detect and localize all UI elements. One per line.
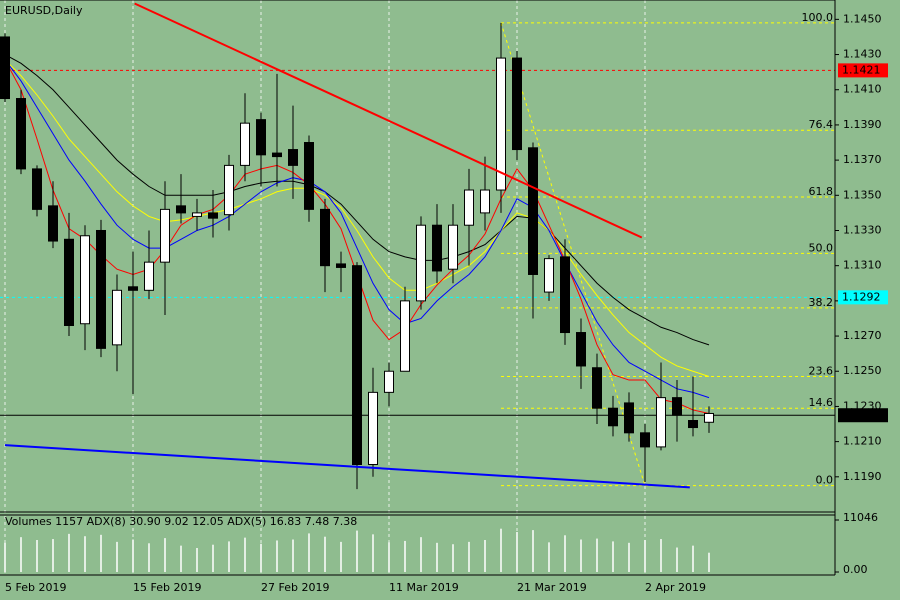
candle-body: [544, 258, 554, 293]
candle-body: [256, 119, 266, 156]
candle-body: [384, 370, 394, 393]
candle-body: [576, 332, 586, 367]
price-level-label: 1.1421: [842, 63, 881, 76]
candle-body: [96, 229, 106, 349]
x-tick-label: 21 Mar 2019: [517, 581, 587, 594]
candle-body: [416, 224, 426, 302]
moving-average: [4, 59, 710, 399]
candle-body: [112, 289, 122, 346]
x-tick-label: 15 Feb 2019: [133, 581, 201, 594]
y-tick-label: 1.1330: [843, 223, 882, 236]
candle-body: [32, 168, 42, 210]
candle-body: [608, 407, 618, 427]
volume-panel-label: Volumes 1157 ADX(8) 30.90 9.02 12.05 ADX…: [5, 515, 357, 528]
candle-body: [640, 432, 650, 448]
candle-body: [448, 224, 458, 270]
candle-body: [80, 235, 90, 325]
fib-label: 100.0: [802, 11, 834, 24]
candle-body: [192, 212, 202, 217]
candle-body: [240, 122, 250, 166]
y-tick-label: 1.1210: [843, 435, 882, 448]
x-tick-label: 2 Apr 2019: [645, 581, 706, 594]
candle-body: [48, 205, 58, 242]
fib-label: 50.0: [809, 241, 834, 254]
candle-body: [288, 149, 298, 166]
y2-tick-label: 11046: [843, 511, 878, 524]
y-tick-label: 1.1410: [843, 83, 882, 96]
candle-body: [512, 57, 522, 151]
candle-body: [624, 402, 634, 434]
candle-body: [320, 208, 330, 267]
x-tick-label: 27 Feb 2019: [261, 581, 329, 594]
price-level-label: 1.1292: [842, 290, 881, 303]
price-level-label: 1.1225: [842, 408, 881, 421]
candle-body: [160, 208, 170, 263]
y-tick-label: 1.1390: [843, 118, 882, 131]
candle-body: [400, 300, 410, 372]
candle-body: [352, 265, 362, 465]
candle-body: [64, 238, 74, 326]
candle-body: [16, 98, 26, 170]
y-tick-label: 1.1310: [843, 259, 882, 272]
candle-body: [128, 286, 138, 291]
y-tick-label: 1.1350: [843, 188, 882, 201]
candle-body: [368, 391, 378, 465]
candle-body: [0, 36, 10, 100]
candle-body: [272, 152, 282, 158]
candle-body: [224, 164, 234, 216]
candle-body: [432, 224, 442, 272]
price-level-box: [838, 290, 888, 305]
y-tick-label: 1.1450: [843, 12, 882, 25]
candle-body: [592, 367, 602, 409]
candle-body: [704, 412, 714, 423]
candle-body: [688, 420, 698, 429]
fib-label: 61.8: [809, 185, 834, 198]
fib-label: 76.4: [809, 118, 834, 131]
fib-label: 14.6: [809, 396, 834, 409]
fib-diagonal: [500, 22, 646, 486]
price-level-box: [838, 408, 888, 423]
x-tick-label: 11 Mar 2019: [389, 581, 459, 594]
y-tick-label: 1.1190: [843, 470, 882, 483]
candle-body: [208, 212, 218, 219]
price-level-box: [838, 63, 888, 78]
y2-tick-label: 0.00: [843, 563, 868, 576]
candle-body: [176, 205, 186, 214]
trendline: [4, 444, 690, 489]
fib-label: 0.0: [816, 474, 834, 487]
chart-title: EURUSD,Daily: [5, 4, 83, 17]
trendline: [134, 2, 643, 239]
y-tick-label: 1.1270: [843, 329, 882, 342]
x-tick-label: 5 Feb 2019: [5, 581, 66, 594]
candle-body: [304, 142, 314, 210]
candle-body: [656, 397, 666, 448]
y-tick-label: 1.1250: [843, 364, 882, 377]
candle-body: [672, 397, 682, 416]
moving-average: [4, 59, 710, 377]
fib-label: 23.6: [809, 365, 834, 378]
candle-body: [144, 261, 154, 291]
y-tick-label: 1.1430: [843, 48, 882, 61]
candle-body: [464, 189, 474, 226]
fib-label: 38.2: [809, 296, 834, 309]
y-tick-label: 1.1370: [843, 153, 882, 166]
candle-body: [480, 189, 490, 214]
candle-body: [560, 256, 570, 334]
candle-body: [496, 57, 506, 191]
candle-body: [528, 147, 538, 275]
candle-body: [336, 263, 346, 268]
moving-average: [4, 54, 710, 346]
